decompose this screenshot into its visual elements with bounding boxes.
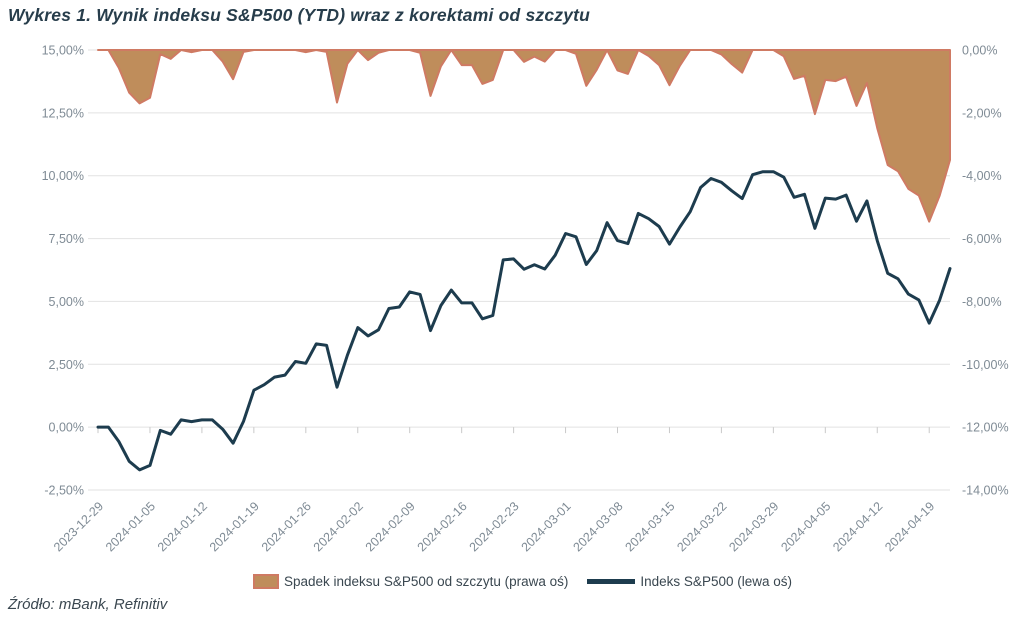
x-axis-label: 2024-02-16 — [415, 499, 470, 554]
y-axis-label-right: -4,00% — [962, 169, 1002, 183]
y-axis-label-right: -12,00% — [962, 421, 1009, 435]
chart-legend: Spadek indeksu S&P500 od szczytu (prawa … — [253, 574, 792, 589]
legend-label-sp500-line: Indeks S&P500 (lewa oś) — [640, 574, 792, 589]
drawdown-area-series — [97, 49, 951, 223]
x-axis-label: 2024-03-29 — [726, 499, 781, 554]
x-axis-label: 2024-03-08 — [571, 499, 626, 554]
y-axis-label-left: 15,00% — [42, 44, 84, 58]
x-axis-label: 2024-03-22 — [674, 499, 729, 554]
y-axis-label-right: 0,00% — [962, 44, 997, 58]
x-axis-label: 2023-12-29 — [51, 499, 106, 554]
y-axis-label-right: -10,00% — [962, 358, 1009, 372]
x-axis-label: 2024-01-12 — [155, 499, 210, 554]
y-axis-label-left: 10,00% — [42, 169, 84, 183]
x-axis-label: 2024-02-02 — [311, 499, 366, 554]
x-axis-label: 2024-04-19 — [882, 499, 937, 554]
sp500-line-swatch — [587, 579, 636, 584]
y-axis-label-right: -14,00% — [962, 484, 1009, 498]
x-axis-label: 2024-01-05 — [103, 499, 158, 554]
y-axis-label-left: 5,00% — [49, 295, 84, 309]
x-axis-label: 2024-01-19 — [207, 499, 262, 554]
y-axis-label-left: 12,50% — [42, 106, 84, 120]
x-axis-label: 2024-03-01 — [519, 499, 574, 554]
chart-title: Wykres 1. Wynik indeksu S&P500 (YTD) wra… — [8, 5, 591, 25]
legend-entry-sp500-line: Indeks S&P500 (lewa oś) — [587, 574, 792, 589]
x-axis-label: 2024-02-23 — [467, 499, 522, 554]
drawdown-area-swatch — [253, 574, 279, 589]
source-note: Źródło: mBank, Refinitiv — [8, 596, 168, 613]
sp500-line-series — [96, 170, 952, 472]
x-axis-label: 2024-04-12 — [830, 499, 885, 554]
y-axis-label-right: -8,00% — [962, 295, 1002, 309]
x-axis-label: 2024-04-05 — [778, 499, 833, 554]
legend-label-drawdown: Spadek indeksu S&P500 od szczytu (prawa … — [284, 574, 569, 589]
y-axis-label-right: -6,00% — [962, 232, 1002, 246]
y-axis-label-left: 0,00% — [49, 421, 84, 435]
x-axis-label: 2024-02-09 — [363, 499, 418, 554]
x-axis-label: 2024-03-15 — [622, 499, 677, 554]
y-axis-label-left: 7,50% — [49, 232, 84, 246]
y-axis-label-right: -2,00% — [962, 106, 1002, 120]
y-axis-label-left: -2,50% — [44, 484, 84, 498]
legend-entry-drawdown: Spadek indeksu S&P500 od szczytu (prawa … — [253, 574, 568, 589]
y-axis-label-left: 2,50% — [49, 358, 84, 372]
x-axis-label: 2024-01-26 — [259, 499, 314, 554]
